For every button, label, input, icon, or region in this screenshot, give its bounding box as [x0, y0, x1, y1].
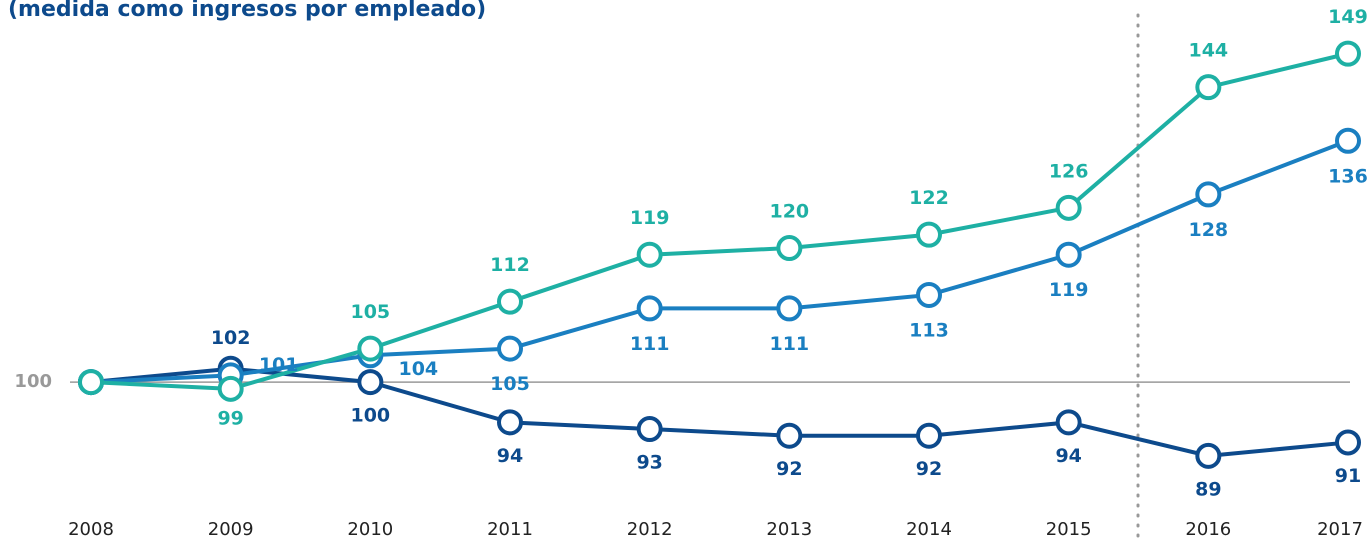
line: [90, 366, 1349, 458]
point: [1055, 241, 1082, 268]
data-label: 102: [211, 327, 251, 349]
point: [1335, 127, 1361, 154]
point: [916, 281, 942, 308]
point: [1055, 194, 1082, 221]
line: [90, 51, 1349, 391]
point: [497, 288, 523, 315]
x-tick-label: 2012: [627, 519, 673, 540]
data-label: 105: [490, 373, 530, 395]
point: [357, 335, 384, 362]
point: [78, 369, 104, 396]
x-tick-label: 2016: [1185, 519, 1231, 540]
data-label: 119: [1049, 279, 1089, 301]
data-label: 128: [1188, 219, 1228, 241]
point: [776, 295, 803, 322]
data-label: 89: [1195, 478, 1221, 500]
data-label: 112: [490, 254, 530, 276]
data-label: 111: [769, 333, 809, 355]
data-label: 111: [630, 333, 670, 355]
line: [90, 138, 1349, 385]
data-label: 94: [497, 445, 523, 467]
point: [776, 422, 803, 449]
x-tick-label: 2009: [208, 519, 254, 540]
x-tick-label: 2010: [347, 519, 393, 540]
point: [636, 241, 663, 268]
point: [1195, 74, 1222, 101]
x-tick-label: 2017: [1317, 519, 1363, 540]
x-tick-label: 2011: [487, 519, 533, 540]
data-label: 120: [769, 201, 809, 223]
point: [636, 295, 663, 322]
data-label: 149: [1328, 6, 1368, 28]
chart-subtitle: (medida como ingresos por empleado): [8, 0, 486, 22]
point: [636, 416, 663, 443]
point: [497, 409, 523, 436]
data-label: 113: [909, 319, 949, 341]
point: [1335, 40, 1361, 67]
data-label: 92: [916, 458, 942, 480]
data-label: 92: [776, 458, 802, 480]
point: [916, 221, 942, 248]
x-tick-label: 2015: [1046, 519, 1092, 540]
x-tick-label: 2014: [906, 519, 952, 540]
x-tick-label: 2013: [766, 519, 812, 540]
point: [1195, 442, 1222, 469]
data-label: 100: [350, 405, 390, 427]
data-label: 99: [217, 407, 243, 429]
data-label: 101: [259, 354, 299, 376]
point: [916, 422, 942, 449]
data-label: 94: [1055, 445, 1081, 467]
point: [357, 369, 384, 396]
point: [1055, 409, 1082, 436]
data-label: 136: [1328, 165, 1368, 187]
data-label: 119: [630, 207, 670, 229]
data-label: 144: [1188, 40, 1228, 62]
point: [497, 335, 523, 362]
point: [776, 235, 803, 262]
data-label: 104: [398, 358, 438, 380]
data-label: 93: [636, 452, 662, 474]
y-tick-label: 100: [14, 371, 52, 392]
point: [1195, 181, 1222, 208]
point: [217, 375, 244, 402]
point: [1335, 429, 1361, 456]
data-label: 126: [1049, 160, 1089, 182]
x-tick-label: 2008: [68, 519, 114, 540]
data-label: 122: [909, 187, 949, 209]
data-label: 91: [1335, 465, 1361, 487]
data-label: 105: [350, 301, 390, 323]
